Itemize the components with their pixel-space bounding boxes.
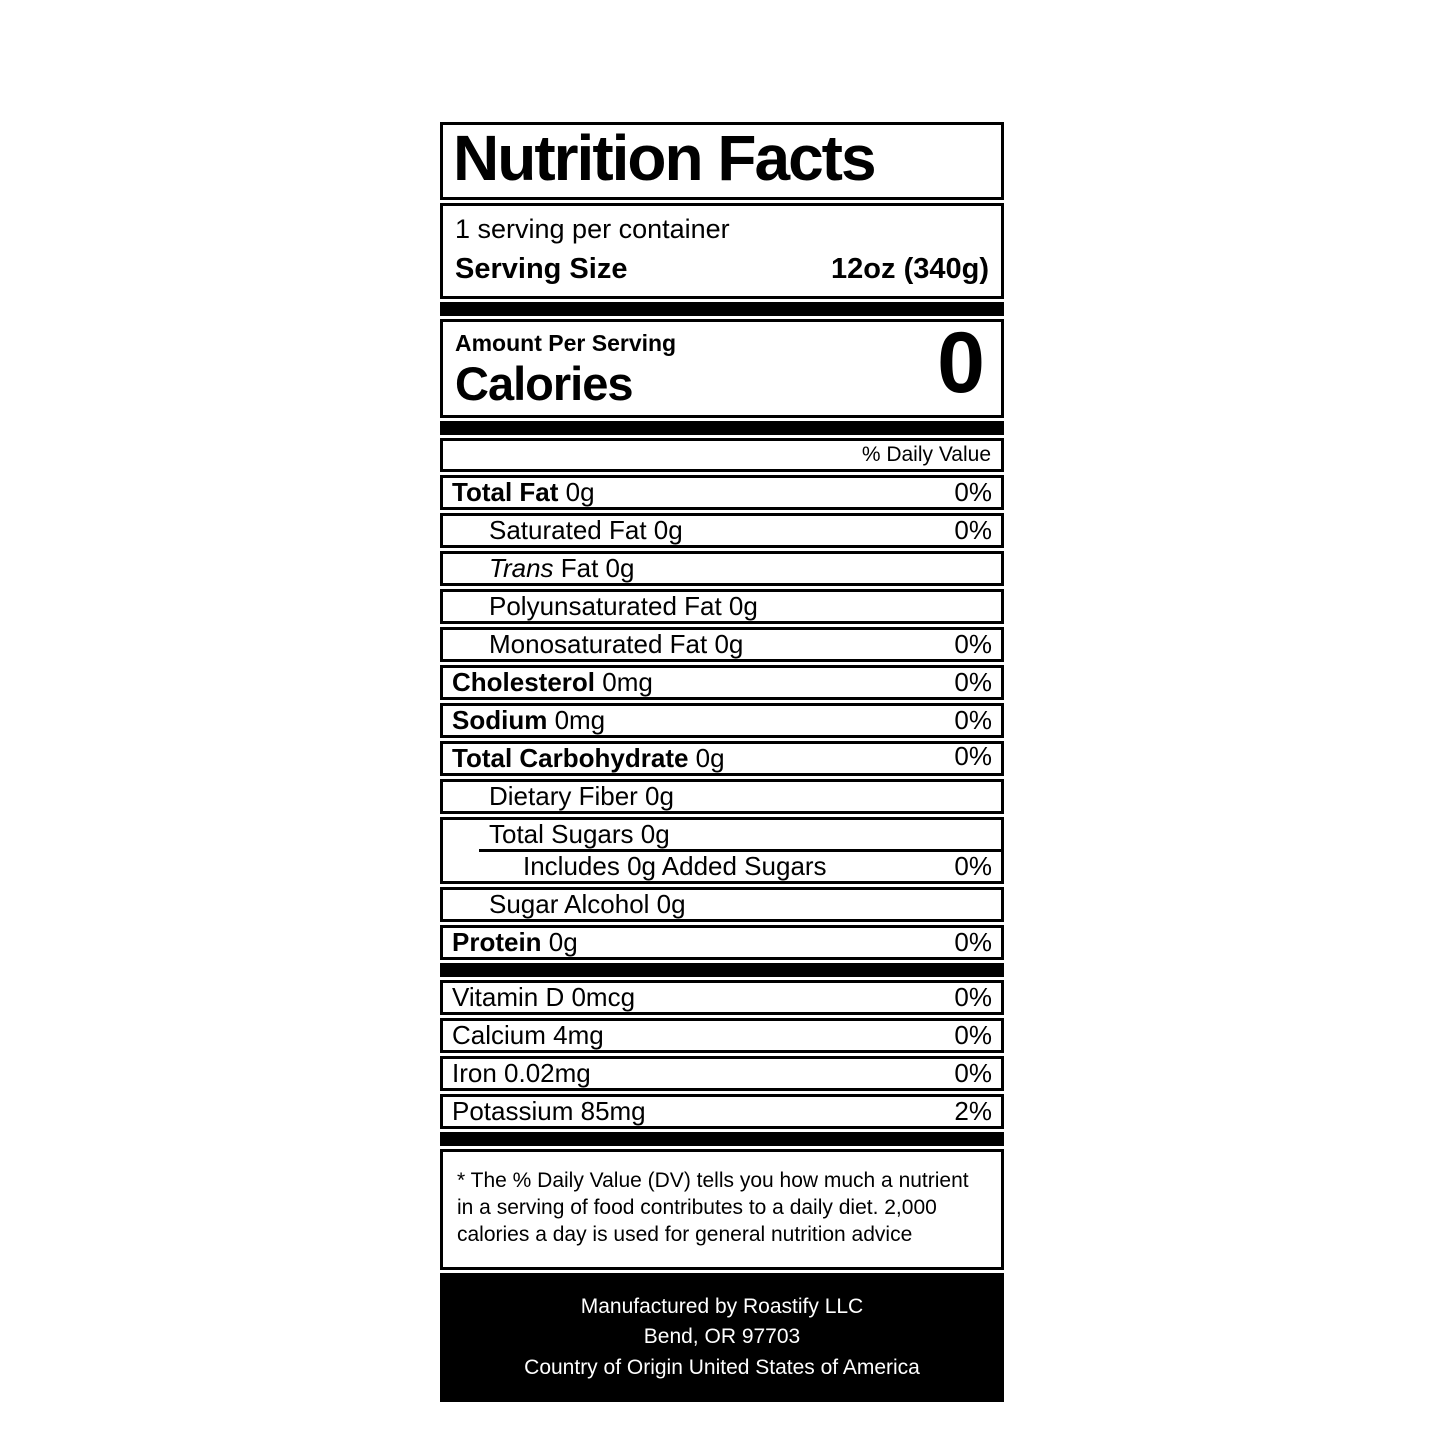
nutrient-name: Total Sugars 0g (489, 819, 670, 850)
nutrient-name: Total Fat 0g (452, 477, 595, 508)
vitamin-name: Vitamin D 0mcg (452, 982, 636, 1013)
vitamin-name: Calcium 4mg (452, 1020, 604, 1051)
nutrient-row: Protein 0g 0% (443, 928, 1001, 957)
manufacturer-line: Country of Origin United States of Ameri… (524, 1355, 920, 1379)
serving-size-row: Serving Size 12oz (340g) (455, 253, 989, 286)
nutrient-name: Saturated Fat 0g (489, 515, 683, 546)
daily-value-header: % Daily Value (861, 443, 991, 467)
manufacturer-line: Manufactured by Roastify LLC (580, 1294, 864, 1318)
daily-value-percent: 0% (954, 741, 992, 772)
calories-section: Amount Per Serving Calories 0 (440, 315, 1004, 419)
daily-value-footnote: * The % Daily Value (DV) tells you how m… (457, 1169, 969, 1246)
nutrient-box: Monosaturated Fat 0g 0% (440, 627, 1004, 663)
nutrient-row: Polyunsaturated Fat 0g (443, 592, 1001, 621)
nutrient-name: Total Carbohydrate 0g (452, 743, 725, 774)
nutrition-facts-label: Nutrition Facts 1 serving per container … (440, 122, 1004, 1402)
partial-divider (479, 849, 1001, 853)
daily-value-percent: 0% (954, 477, 992, 508)
thick-divider (440, 421, 1004, 436)
daily-value-percent: 0% (954, 982, 992, 1013)
nutrient-box: Dietary Fiber 0g (440, 779, 1004, 815)
nutrient-box: Trans Fat 0g (440, 551, 1004, 587)
nutrient-row: Monosaturated Fat 0g 0% (443, 630, 1001, 659)
thick-divider (440, 302, 1004, 317)
vitamin-box: Potassium 85mg 2% (440, 1094, 1004, 1130)
calories-value: 0 (937, 315, 985, 412)
label-title-box: Nutrition Facts (440, 122, 1004, 201)
nutrient-box: Saturated Fat 0g 0% (440, 513, 1004, 549)
nutrient-row: Trans Fat 0g (443, 554, 1001, 583)
manufacturer-line: Bend, OR 97703 (643, 1325, 801, 1349)
nutrient-row: Dietary Fiber 0g (443, 782, 1001, 811)
label-title: Nutrition Facts (453, 122, 877, 194)
nutrient-row: Sugar Alcohol 0g (443, 890, 1001, 919)
daily-value-percent: 0% (954, 667, 992, 698)
vitamin-box: Vitamin D 0mcg 0% (440, 980, 1004, 1016)
nutrient-name: Monosaturated Fat 0g (489, 629, 744, 660)
calories-label: Calories (455, 357, 633, 411)
nutrient-name: Protein 0g (452, 927, 578, 958)
nutrient-rows: Total Fat 0g 0% Saturated Fat 0g 0% Trans Fa… (440, 475, 1004, 961)
footnote-box: * The % Daily Value (DV) tells you how m… (440, 1149, 1004, 1270)
vitamin-name: Potassium 85mg (452, 1096, 646, 1127)
vitamin-row: Vitamin D 0mcg 0% (443, 983, 1001, 1012)
nutrient-name: Includes 0g Added Sugars (523, 851, 827, 882)
nutrient-box: Total Carbohydrate 0g 0% (440, 741, 1004, 777)
thick-divider (440, 1132, 1004, 1147)
vitamin-row: Potassium 85mg 2% (443, 1097, 1001, 1126)
nutrient-box: Sugar Alcohol 0g (440, 887, 1004, 923)
nutrient-name: Dietary Fiber 0g (489, 781, 674, 812)
servings-per-container: 1 serving per container (455, 214, 730, 245)
vitamin-box: Calcium 4mg 0% (440, 1018, 1004, 1054)
vitamin-box: Iron 0.02mg 0% (440, 1056, 1004, 1092)
nutrient-box: Total Sugars 0g Includes 0g Added Sugars 0… (440, 817, 1004, 885)
amount-per-serving-label: Amount Per Serving (455, 330, 677, 357)
nutrient-row: Includes 0g Added Sugars 0% (443, 852, 1001, 881)
serving-size-value: 12oz (340g) (831, 253, 989, 286)
vitamin-rows: Vitamin D 0mcg 0% Calcium 4mg 0% Iron 0.02mg… (440, 980, 1004, 1130)
nutrient-name: Cholesterol 0mg (452, 667, 653, 698)
nutrient-row: Sodium 0mg 0% (443, 706, 1001, 735)
daily-value-percent: 2% (954, 1096, 992, 1127)
daily-value-header-box: % Daily Value (440, 438, 1004, 473)
serving-size-label: Serving Size (455, 253, 628, 286)
nutrient-name: Sugar Alcohol 0g (489, 889, 686, 920)
daily-value-percent: 0% (954, 927, 992, 958)
nutrient-name: Sodium 0mg (452, 705, 606, 736)
daily-value-percent: 0% (954, 515, 992, 546)
nutrient-box: Sodium 0mg 0% (440, 703, 1004, 739)
vitamin-row: Iron 0.02mg 0% (443, 1059, 1001, 1088)
nutrient-name: Trans Fat 0g (489, 553, 635, 584)
nutrient-row: Total Carbohydrate 0g 0% (443, 741, 1001, 774)
nutrient-row: Saturated Fat 0g 0% (443, 516, 1001, 545)
nutrient-box: Polyunsaturated Fat 0g (440, 589, 1004, 625)
daily-value-percent: 0% (954, 629, 992, 660)
nutrient-box: Protein 0g 0% (440, 925, 1004, 961)
vitamin-name: Iron 0.02mg (452, 1058, 591, 1089)
nutrient-box: Cholesterol 0mg 0% (440, 665, 1004, 701)
daily-value-percent: 0% (954, 705, 992, 736)
thick-divider (440, 963, 1004, 978)
nutrient-box: Total Fat 0g 0% (440, 475, 1004, 511)
nutrient-name: Polyunsaturated Fat 0g (489, 591, 758, 622)
nutrient-row: Cholesterol 0mg 0% (443, 668, 1001, 697)
vitamin-row: Calcium 4mg 0% (443, 1021, 1001, 1050)
nutrient-row: Total Sugars 0g (443, 820, 1001, 849)
manufacturer-footer: Manufactured by Roastify LLC Bend, OR 977… (440, 1272, 1004, 1402)
daily-value-percent: 0% (954, 1020, 992, 1051)
serving-section: 1 serving per container Serving Size 12o… (440, 203, 1004, 300)
daily-value-percent: 0% (954, 1058, 992, 1089)
nutrient-row: Total Fat 0g 0% (443, 478, 1001, 507)
daily-value-percent: 0% (954, 851, 992, 882)
